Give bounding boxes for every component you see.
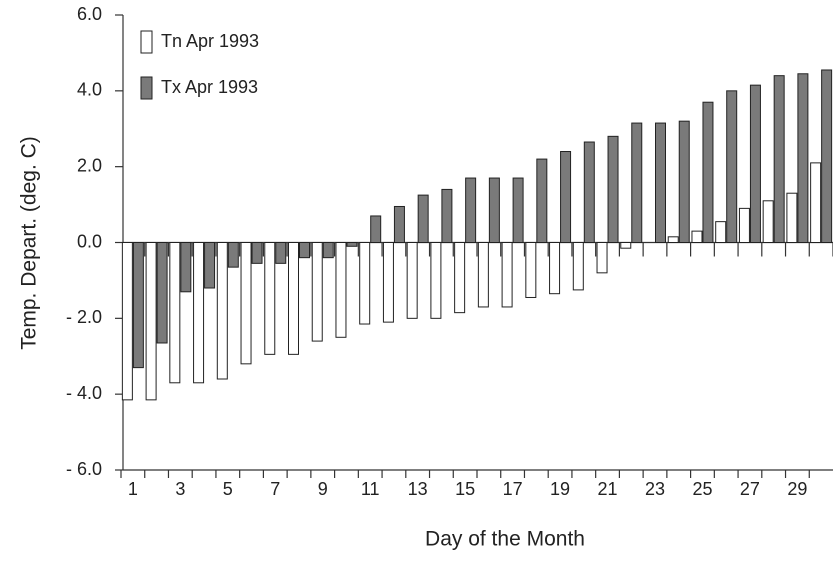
legend-label: Tn Apr 1993	[161, 31, 259, 51]
x-tick-label: 23	[645, 479, 665, 499]
y-tick-label: 4.0	[77, 80, 102, 100]
bar	[251, 242, 263, 264]
bar	[311, 242, 323, 342]
bar	[773, 75, 785, 243]
bar	[227, 242, 239, 268]
bar	[797, 73, 809, 244]
bar	[549, 242, 561, 295]
bar	[359, 242, 371, 325]
bar	[121, 242, 133, 401]
bar	[299, 242, 310, 259]
bar	[596, 242, 608, 274]
bar	[702, 101, 714, 244]
bar	[786, 192, 798, 243]
bar	[512, 177, 524, 244]
bar	[525, 242, 537, 298]
x-tick-label: 7	[270, 479, 280, 499]
bar	[667, 236, 679, 243]
x-tick-label: 21	[598, 479, 618, 499]
bar	[560, 151, 572, 243]
bar	[465, 177, 477, 244]
bar	[216, 242, 228, 380]
x-tick-label: 11	[361, 479, 380, 499]
bar	[417, 194, 429, 244]
x-tick-label: 13	[408, 479, 428, 499]
bar	[322, 242, 334, 259]
y-tick-label: 0.0	[77, 231, 102, 251]
bar	[370, 215, 382, 243]
y-axis-label: Temp. Depart. (deg. C)	[18, 136, 41, 350]
bar	[726, 90, 738, 244]
bar	[132, 242, 144, 369]
bar	[631, 122, 643, 243]
bar	[678, 120, 690, 243]
bar	[749, 84, 761, 244]
x-tick-label: 25	[692, 479, 712, 499]
x-tick-label: 1	[128, 479, 138, 499]
x-tick-label: 15	[455, 479, 475, 499]
bar	[501, 242, 513, 308]
y-tick-label: - 6.0	[66, 459, 102, 479]
legend-swatch	[140, 76, 153, 100]
x-tick-label: 9	[318, 479, 328, 499]
bar	[583, 141, 595, 243]
bar	[264, 242, 276, 355]
bar	[430, 242, 442, 319]
x-tick-label: 27	[740, 479, 760, 499]
x-tick-label: 19	[550, 479, 570, 499]
bar	[821, 69, 833, 243]
bar	[406, 242, 418, 319]
bar	[335, 242, 347, 338]
x-tick-label: 17	[503, 479, 523, 499]
bar	[488, 177, 500, 244]
y-tick-label: 6.0	[77, 4, 102, 24]
bar	[655, 122, 666, 243]
bar	[477, 242, 489, 308]
bar	[393, 205, 405, 244]
bar	[169, 242, 181, 384]
bar	[607, 135, 619, 243]
bar	[145, 242, 157, 401]
bar	[620, 242, 632, 249]
bar	[441, 188, 453, 244]
bar	[572, 242, 584, 291]
x-tick-label: 29	[787, 479, 807, 499]
bar	[240, 242, 252, 365]
x-tick-label: 5	[223, 479, 233, 499]
bar	[762, 200, 774, 244]
bar	[180, 242, 192, 293]
bar	[715, 221, 727, 243]
x-tick-label: 3	[175, 479, 185, 499]
y-tick-label: - 2.0	[66, 307, 102, 327]
bar	[810, 162, 822, 243]
bar	[156, 242, 168, 344]
x-axis-label: Day of the Month	[425, 528, 585, 551]
bar	[193, 242, 205, 384]
bar	[288, 242, 299, 355]
legend-label: Tx Apr 1993	[161, 77, 258, 97]
bar	[738, 207, 750, 243]
bar	[454, 242, 466, 314]
bar	[204, 242, 216, 289]
bar	[382, 242, 394, 323]
bar	[275, 242, 287, 264]
bar	[691, 230, 703, 243]
legend-swatch	[140, 30, 153, 54]
bar	[346, 242, 358, 247]
y-tick-label: - 4.0	[66, 383, 102, 403]
y-tick-label: 2.0	[77, 155, 102, 175]
bar	[536, 158, 548, 243]
